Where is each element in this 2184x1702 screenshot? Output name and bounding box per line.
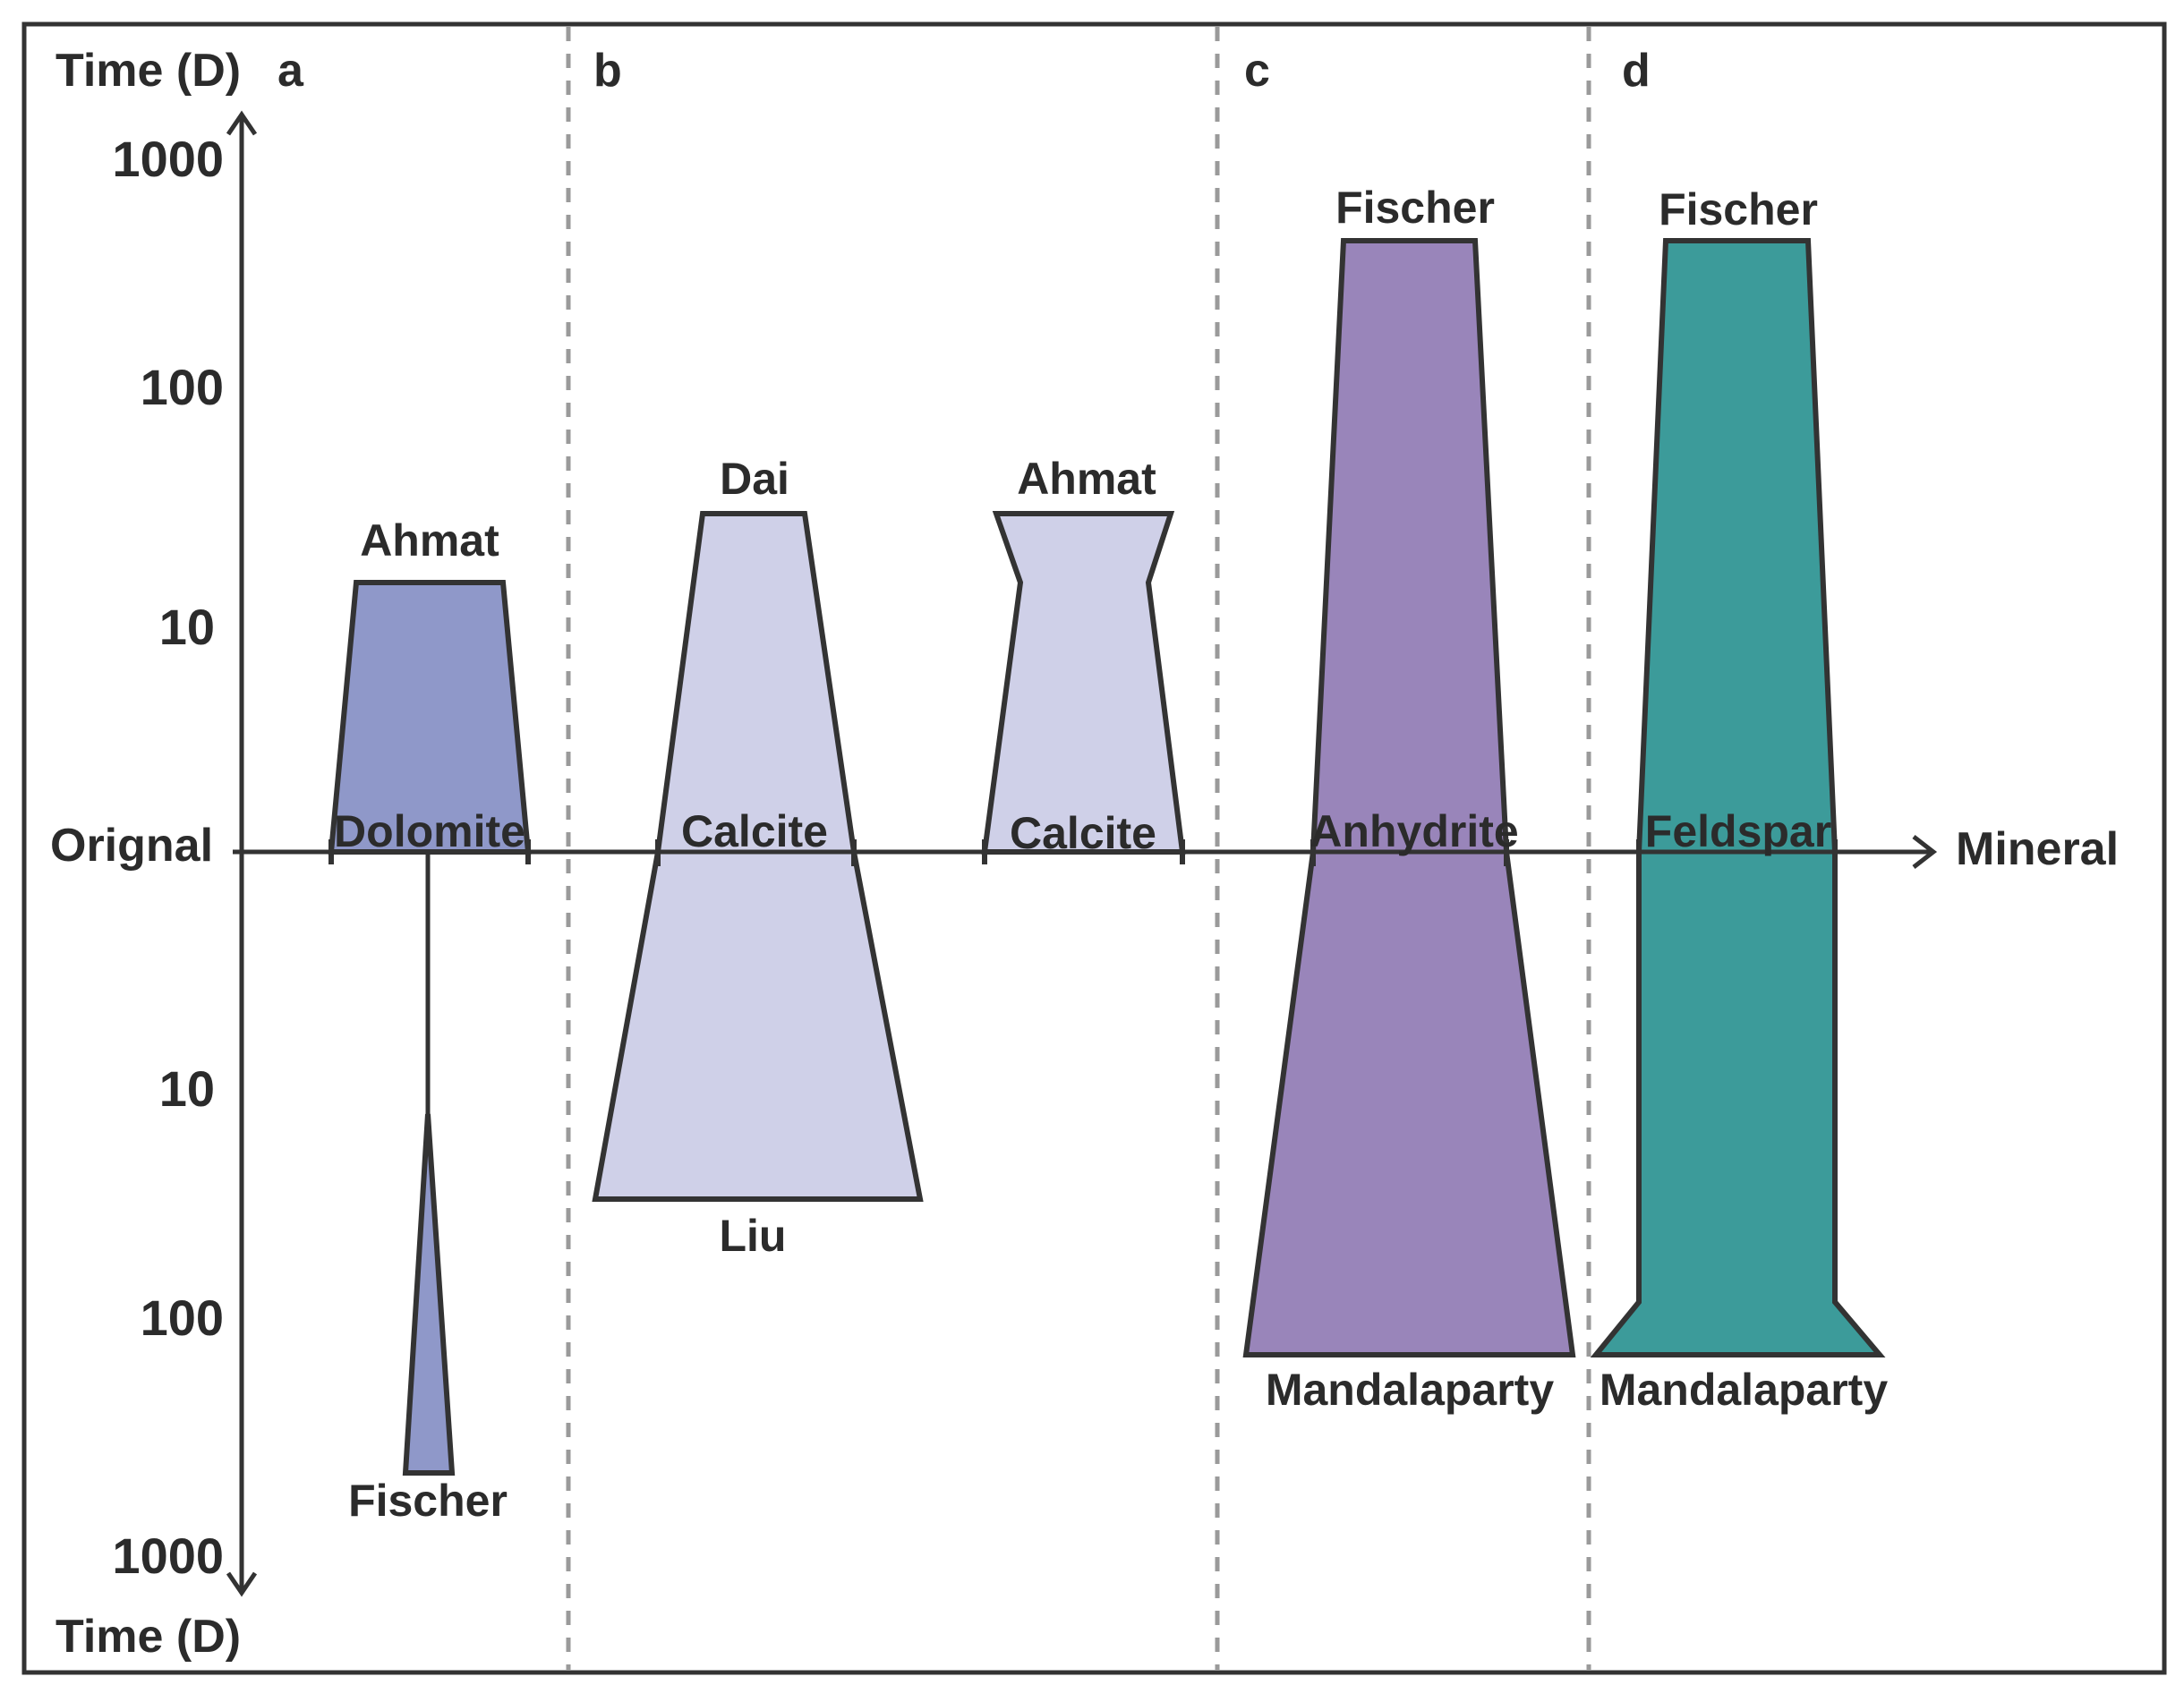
author-d-bottom: Mandalaparty — [1600, 1365, 1889, 1415]
mineral-anhydrite: Anhydrite — [1310, 806, 1518, 856]
panel-label-b: b — [593, 45, 622, 97]
tick-lower-10: 10 — [159, 1060, 215, 1117]
mineral-calcite-1: Calcite — [681, 806, 828, 856]
x-axis-arrow — [1912, 835, 1938, 869]
tick-upper-10: 10 — [159, 599, 215, 655]
author-a-bottom: Fischer — [348, 1476, 508, 1526]
origin-label: Orignal — [50, 820, 213, 872]
author-b1-bottom: Liu — [720, 1211, 787, 1261]
panel-label-c: c — [1244, 45, 1270, 97]
mineral-calcite-2: Calcite — [1010, 808, 1156, 858]
mineral-feldspar: Feldspar — [1645, 806, 1831, 856]
calcite-ahmat-shape — [981, 511, 1186, 855]
author-c-top: Fischer — [1335, 183, 1495, 233]
y-axis-arrow-bottom — [226, 1571, 258, 1597]
author-b1-top: Dai — [720, 454, 789, 504]
author-c-bottom: Mandalaparty — [1266, 1365, 1555, 1415]
author-a-top: Ahmat — [360, 515, 499, 566]
mineral-dolomite: Dolomite — [334, 806, 525, 856]
y-title-bottom: Time (D) — [55, 1611, 241, 1663]
panel-label-d: d — [1622, 45, 1651, 97]
x-axis-label: Mineral — [1956, 823, 2119, 875]
author-d-top: Fischer — [1659, 184, 1818, 234]
tick-upper-100: 100 — [141, 359, 224, 415]
y-title-top: Time (D) — [55, 45, 241, 97]
dolomite-fischer-shape — [402, 1113, 456, 1476]
panel-label-a: a — [277, 45, 304, 97]
tick-lower-100: 100 — [141, 1289, 224, 1346]
tick-lower-1000: 1000 — [112, 1528, 224, 1584]
feldspar-shape — [1590, 238, 1886, 1357]
y-axis-arrow-top — [226, 110, 258, 136]
author-b2-top: Ahmat — [1017, 454, 1156, 504]
tick-upper-1000: 1000 — [112, 131, 224, 187]
